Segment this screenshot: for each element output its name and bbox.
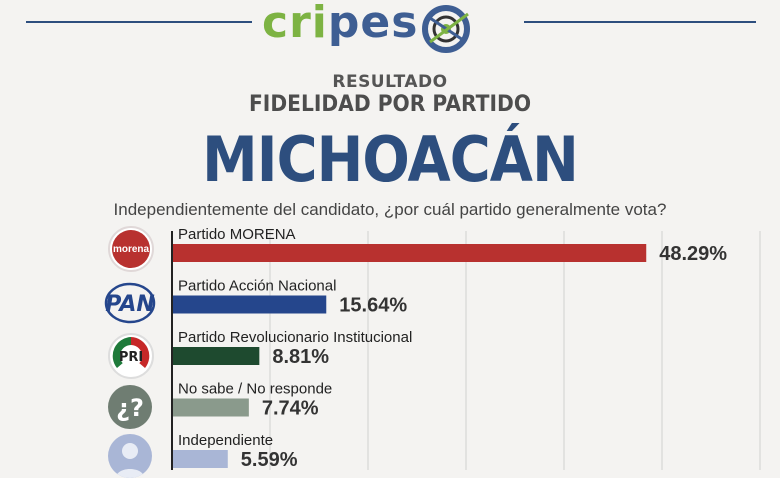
state-name: MICHOACÁN	[202, 123, 579, 196]
question-icon-text: ¿?	[116, 394, 144, 422]
question-icon: ¿?	[108, 385, 152, 429]
bar	[173, 347, 260, 365]
category-label: Independiente	[178, 432, 273, 449]
value-label: 15.64%	[339, 295, 407, 317]
logo-wordmark: cripes	[262, 0, 418, 46]
pan-logo-text: PAN	[105, 292, 155, 317]
header-rule-right	[524, 21, 756, 23]
value-label: 7.74%	[262, 398, 319, 420]
bar	[173, 244, 647, 262]
category-label: Partido Acción Nacional	[178, 278, 336, 295]
sup-title: RESULTADO	[332, 72, 448, 92]
category-label: No sabe / No responde	[178, 381, 332, 398]
pri-logo-text: PRI	[119, 350, 143, 365]
cripeso-logo: cripes	[262, 0, 474, 60]
logo-text-blue: pes	[327, 0, 419, 48]
target-icon	[422, 5, 471, 53]
bar	[173, 398, 249, 417]
pri-logo-mark: PRI	[112, 337, 150, 375]
question-icon-mark: ¿?	[116, 394, 144, 422]
header-rule-left	[26, 21, 252, 23]
pan-logo-mark: PAN	[104, 282, 156, 324]
pri-logo: PRI	[108, 333, 154, 379]
logo-text-green: cri	[262, 0, 328, 48]
morena-logo-mark: morena	[112, 230, 150, 268]
pan-logo: PAN	[104, 281, 156, 325]
survey-question: Independientemente del candidato, ¿por c…	[113, 200, 667, 219]
category-label: Partido Revolucionario Institucional	[178, 329, 412, 346]
morena-logo-text: morena	[113, 244, 150, 255]
bar	[173, 295, 327, 314]
chart-title: FIDELIDAD POR PARTIDO	[248, 92, 532, 117]
value-label: 48.29%	[659, 243, 727, 265]
morena-logo: morena	[108, 226, 154, 272]
bar	[173, 450, 228, 468]
value-label: 8.81%	[272, 346, 329, 368]
value-label: 5.59%	[241, 449, 298, 470]
category-label: Partido MORENA	[178, 226, 296, 243]
